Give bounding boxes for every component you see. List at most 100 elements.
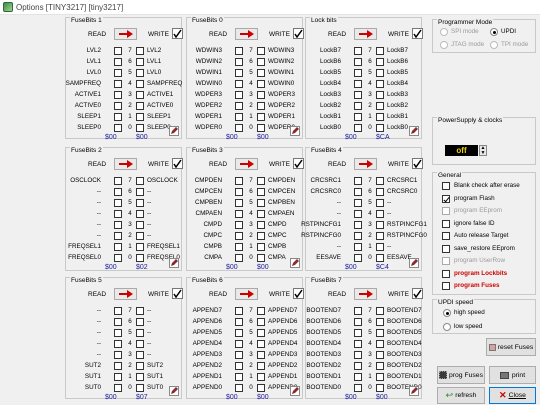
edit-pen-button[interactable] (169, 258, 179, 268)
read-bit-checkbox[interactable] (354, 80, 362, 88)
write-bit-checkbox[interactable] (136, 177, 144, 185)
write-bit-checkbox[interactable] (257, 91, 265, 99)
read-bit-checkbox[interactable] (235, 329, 243, 337)
prog-fuses-button[interactable]: prog Fuses (437, 366, 485, 384)
read-bit-checkbox[interactable] (354, 124, 362, 132)
write-bit-checkbox[interactable] (136, 243, 144, 251)
read-bit-checkbox[interactable] (114, 362, 122, 370)
write-bit-checkbox[interactable] (257, 232, 265, 240)
read-bit-checkbox[interactable] (354, 58, 362, 66)
write-bit-checkbox[interactable] (136, 80, 144, 88)
write-bit-checkbox[interactable] (136, 124, 144, 132)
read-bit-checkbox[interactable] (235, 47, 243, 55)
write-bit-checkbox[interactable] (257, 177, 265, 185)
write-check-button[interactable] (293, 158, 304, 169)
write-bit-checkbox[interactable] (257, 351, 265, 359)
write-bit-checkbox[interactable] (136, 58, 144, 66)
read-bit-checkbox[interactable] (235, 80, 243, 88)
edit-pen-button[interactable] (409, 386, 419, 396)
write-bit-checkbox[interactable] (376, 329, 384, 337)
write-bit-checkbox[interactable] (136, 221, 144, 229)
read-arrow-button[interactable] (354, 158, 377, 170)
read-bit-checkbox[interactable] (114, 318, 122, 326)
write-check-button[interactable] (293, 288, 304, 299)
write-bit-checkbox[interactable] (136, 340, 144, 348)
close-button[interactable]: ✕ Close (489, 387, 536, 404)
read-arrow-button[interactable] (114, 288, 137, 300)
write-bit-checkbox[interactable] (376, 373, 384, 381)
read-bit-checkbox[interactable] (114, 58, 122, 66)
write-bit-checkbox[interactable] (257, 102, 265, 110)
write-bit-checkbox[interactable] (257, 80, 265, 88)
read-bit-checkbox[interactable] (354, 113, 362, 121)
read-bit-checkbox[interactable] (354, 177, 362, 185)
write-check-button[interactable] (293, 28, 304, 39)
read-bit-checkbox[interactable] (354, 384, 362, 392)
general-option-checkbox[interactable] (442, 257, 450, 265)
read-bit-checkbox[interactable] (354, 362, 362, 370)
write-bit-checkbox[interactable] (136, 329, 144, 337)
read-bit-checkbox[interactable] (114, 243, 122, 251)
read-bit-checkbox[interactable] (114, 221, 122, 229)
read-bit-checkbox[interactable] (114, 329, 122, 337)
general-option-checkbox[interactable] (442, 269, 450, 278)
write-bit-checkbox[interactable] (376, 243, 384, 251)
read-arrow-button[interactable] (114, 158, 137, 170)
write-bit-checkbox[interactable] (136, 351, 144, 359)
low-speed-radio[interactable] (443, 323, 451, 331)
write-bit-checkbox[interactable] (376, 384, 384, 392)
read-bit-checkbox[interactable] (114, 69, 122, 77)
write-bit-checkbox[interactable] (257, 362, 265, 370)
read-bit-checkbox[interactable] (114, 80, 122, 88)
print-button[interactable]: print (489, 366, 536, 384)
edit-pen-button[interactable] (409, 126, 419, 136)
read-bit-checkbox[interactable] (235, 384, 243, 392)
spi-mode-radio[interactable] (440, 28, 448, 36)
read-bit-checkbox[interactable] (235, 373, 243, 381)
write-bit-checkbox[interactable] (376, 47, 384, 55)
jtag-mode-radio[interactable] (440, 41, 448, 49)
read-arrow-button[interactable] (235, 28, 258, 40)
edit-pen-button[interactable] (290, 258, 300, 268)
read-bit-checkbox[interactable] (235, 243, 243, 251)
write-bit-checkbox[interactable] (257, 254, 265, 262)
read-arrow-button[interactable] (235, 288, 258, 300)
read-bit-checkbox[interactable] (354, 254, 362, 262)
read-bit-checkbox[interactable] (235, 210, 243, 218)
write-bit-checkbox[interactable] (136, 232, 144, 240)
read-bit-checkbox[interactable] (235, 91, 243, 99)
read-bit-checkbox[interactable] (235, 318, 243, 326)
write-bit-checkbox[interactable] (376, 232, 384, 240)
reset-fuses-button[interactable]: reset Fuses (486, 338, 536, 356)
write-check-button[interactable] (172, 288, 183, 299)
write-bit-checkbox[interactable] (376, 254, 384, 262)
edit-pen-button[interactable] (409, 258, 419, 268)
read-bit-checkbox[interactable] (354, 307, 362, 315)
general-option-checkbox[interactable] (442, 219, 450, 228)
write-bit-checkbox[interactable] (376, 307, 384, 315)
read-bit-checkbox[interactable] (114, 307, 122, 315)
write-bit-checkbox[interactable] (376, 102, 384, 110)
updi-radio[interactable] (490, 28, 498, 36)
general-option-checkbox[interactable] (442, 194, 450, 203)
read-bit-checkbox[interactable] (354, 232, 362, 240)
read-bit-checkbox[interactable] (235, 307, 243, 315)
write-check-button[interactable] (412, 288, 423, 299)
read-bit-checkbox[interactable] (114, 232, 122, 240)
write-bit-checkbox[interactable] (136, 113, 144, 121)
write-bit-checkbox[interactable] (257, 69, 265, 77)
read-bit-checkbox[interactable] (354, 199, 362, 207)
write-bit-checkbox[interactable] (136, 91, 144, 99)
edit-pen-button[interactable] (290, 386, 300, 396)
read-bit-checkbox[interactable] (354, 351, 362, 359)
write-bit-checkbox[interactable] (257, 199, 265, 207)
general-option-checkbox[interactable] (442, 207, 450, 215)
write-bit-checkbox[interactable] (136, 362, 144, 370)
write-bit-checkbox[interactable] (257, 340, 265, 348)
read-bit-checkbox[interactable] (114, 373, 122, 381)
read-bit-checkbox[interactable] (235, 351, 243, 359)
read-bit-checkbox[interactable] (235, 69, 243, 77)
write-bit-checkbox[interactable] (376, 113, 384, 121)
read-bit-checkbox[interactable] (354, 243, 362, 251)
general-option-checkbox[interactable] (442, 182, 450, 190)
